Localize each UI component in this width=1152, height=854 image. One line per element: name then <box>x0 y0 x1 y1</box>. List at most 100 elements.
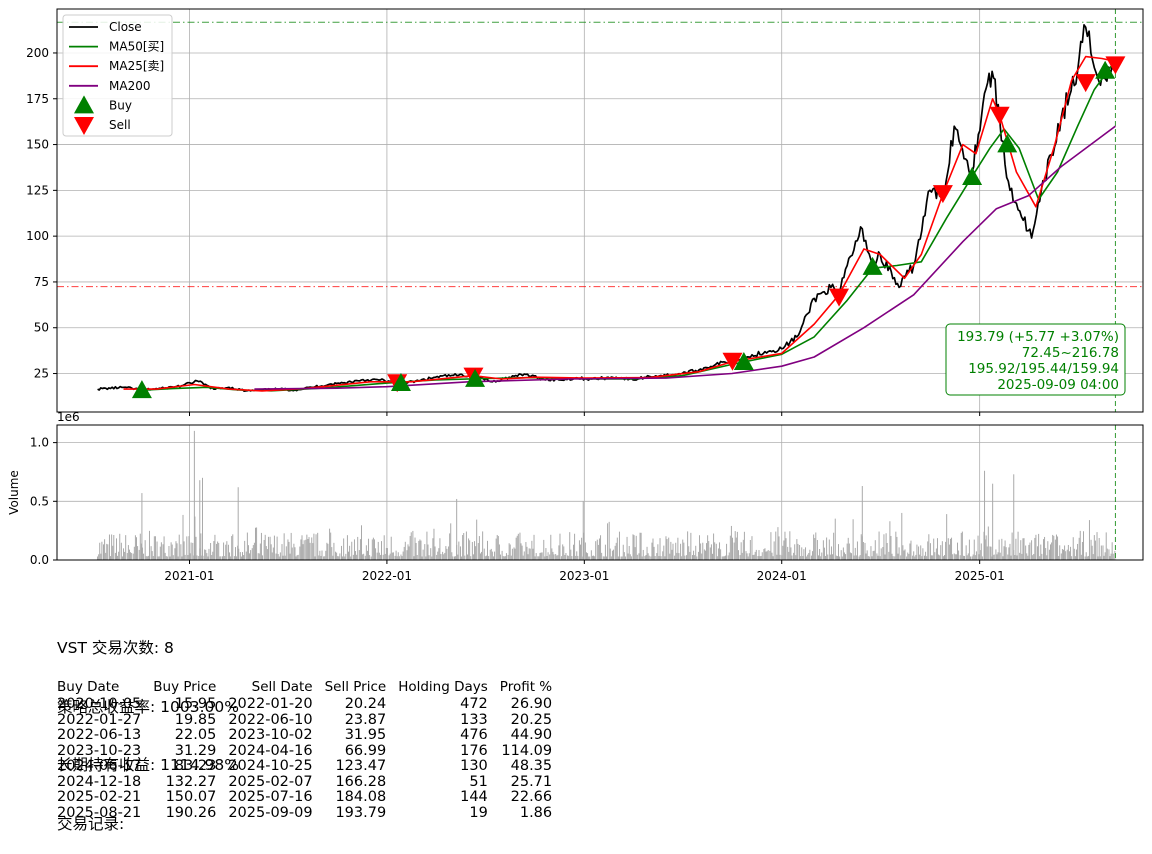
table-cell: 114.09 <box>501 742 553 759</box>
header-buy-price: Buy Price <box>153 679 217 695</box>
legend-label: MA25[卖] <box>109 59 164 73</box>
legend-label: MA50[买] <box>109 40 164 54</box>
sell-marker <box>722 352 743 371</box>
legend-box <box>62 14 173 137</box>
records-title: 交易记录: <box>57 814 125 833</box>
buy-hold-return: 长期持有收益: 1114.98% <box>57 756 239 774</box>
table-cell: 2020-10-05 <box>57 696 142 712</box>
header-sell-date: Sell Date <box>251 679 313 695</box>
buy-marker <box>390 372 411 391</box>
legend-label: MA200 <box>109 79 150 93</box>
buy-marker <box>997 134 1018 153</box>
table-cell: 31.29 <box>174 742 217 759</box>
table-row: 2024-06-17 83.23 2024-10-25 123.47 130 48.35 <box>57 758 558 775</box>
table-cell: 44.90 <box>510 727 553 743</box>
table-cell: 130 <box>460 758 488 774</box>
table-cell: 22.05 <box>174 727 217 743</box>
price-panel: 25 50 75 100 125 150 175 200 Close MA50[买] MA25[卖]… <box>26 8 1144 416</box>
header-buy-date: Buy Date <box>57 679 120 695</box>
legend-label: Close <box>109 20 142 34</box>
table-cell: 2025-07-16 <box>228 789 313 805</box>
price-y-tick-label: 75 <box>34 275 49 289</box>
price-axes-frame <box>56 8 1144 413</box>
price-y-tick-label: 125 <box>26 183 49 197</box>
table-cell: 2022-01-20 <box>228 696 313 712</box>
strategy-return: 策略总收益率: 1003.00% <box>57 697 239 716</box>
buy-marker <box>465 368 486 387</box>
buy-marker <box>862 256 883 275</box>
price-series <box>97 24 1117 392</box>
table-cell: 184.08 <box>335 789 387 805</box>
table-cell: 2024-10-25 <box>228 758 313 774</box>
table-cell: 2025-09-09 <box>228 804 313 821</box>
table-cell: 123.47 <box>335 758 387 774</box>
info-box-line: 72.45~216.78 <box>1022 345 1119 361</box>
header-holding-days: Holding Days <box>398 679 488 695</box>
table-cell: 23.87 <box>344 711 387 728</box>
legend: Close MA50[买] MA25[卖] MA200 Buy Sell <box>62 14 173 137</box>
table-cell: 132.27 <box>165 773 217 790</box>
table-cell: 20.25 <box>510 711 553 728</box>
info-box-line: 2025-09-09 04:00 <box>997 377 1119 393</box>
x-tick-label: 2023-01 <box>559 569 609 583</box>
legend-label: Buy <box>109 98 132 112</box>
table-cell: 66.99 <box>344 742 387 759</box>
table-cell: 31.95 <box>344 727 387 743</box>
price-y-tick-label: 25 <box>34 367 49 381</box>
buy-marker <box>733 352 754 371</box>
table-row: 2022-01-27 19.85 2022-06-10 23.87 133 20.25 <box>57 711 558 729</box>
table-cell: 2023-10-02 <box>228 727 313 743</box>
legend-marker <box>74 117 94 135</box>
volume-offset-text: 1e6 <box>57 410 80 424</box>
table-cell: 2022-01-27 <box>57 711 142 728</box>
table-cell: 19 <box>469 804 488 821</box>
volume-y-label: Volume <box>7 470 21 515</box>
sell-marker <box>829 288 850 307</box>
x-tick-label: 2021-01 <box>164 569 214 583</box>
x-tick-label: 2025-01 <box>955 569 1005 583</box>
trade-records-table: Buy Date Buy Price Sell Date Sell Price … <box>57 679 558 821</box>
series-line-ma25 <box>123 55 1116 392</box>
sell-marker <box>932 185 953 204</box>
summary-block: VST 交易次数: 8 策略总收益率: 1003.00% 长期持有收益: 111… <box>57 600 239 854</box>
table-cell: 26.90 <box>510 696 553 712</box>
info-box-line: 193.79 (+5.77 +3.07%) <box>957 329 1119 345</box>
price-y-tick-label: 175 <box>26 92 49 106</box>
table-cell: 144 <box>460 789 488 805</box>
table-cell: 193.79 <box>335 804 387 821</box>
buy-marker <box>1095 60 1116 79</box>
trade-markers <box>131 56 1126 399</box>
table-cell: 2024-06-17 <box>57 758 142 774</box>
table-cell: 150.07 <box>165 789 217 805</box>
price-y-tick-label: 150 <box>26 138 49 152</box>
table-cell: 2025-02-21 <box>57 789 142 805</box>
table-cell: 176 <box>460 742 488 759</box>
sell-marker <box>989 106 1010 125</box>
info-box: 193.79 (+5.77 +3.07%)72.45~216.78195.92/… <box>945 323 1126 396</box>
table-row: 2025-02-21 150.07 2025-07-16 184.08 144 22.66 <box>57 789 558 806</box>
table-row: 2020-10-05 15.95 2022-01-20 20.24 472 26.90 <box>57 696 558 713</box>
sell-marker <box>1075 74 1096 93</box>
chart-figure: 25 50 75 100 125 150 175 200 Close MA50[买] MA25[卖]… <box>7 8 1144 583</box>
table-cell: 190.26 <box>165 804 217 821</box>
table-cell: 25.71 <box>510 773 553 790</box>
table-cell: 1.86 <box>519 804 553 821</box>
table-cell: 2023-10-23 <box>57 742 142 759</box>
table-cell: 476 <box>460 727 488 743</box>
table-cell: 472 <box>460 696 488 712</box>
table-header-row: Buy Date Buy Price Sell Date Sell Price … <box>57 679 558 697</box>
table-row: 2023-10-23 31.29 2024-04-16 66.99 176 114.09 <box>57 742 558 760</box>
table-cell: 22.66 <box>510 789 553 805</box>
sell-marker <box>1105 56 1126 75</box>
table-row: 2024-12-18 132.27 2025-02-07 166.28 51 25.71 <box>57 773 558 791</box>
x-tick-label: 2024-01 <box>757 569 807 583</box>
price-y-tick-label: 50 <box>34 321 49 335</box>
table-cell: 48.35 <box>510 758 553 774</box>
table-cell: 166.28 <box>335 773 387 790</box>
info-box-frame <box>945 323 1126 396</box>
info-box-line: 195.92/195.44/159.94 <box>968 361 1119 377</box>
price-y-tick-label: 200 <box>26 46 49 60</box>
buy-marker <box>131 380 152 399</box>
legend-label: Sell <box>109 118 131 132</box>
table-row: 2022-06-13 22.05 2023-10-02 31.95 476 44.90 <box>57 727 558 744</box>
